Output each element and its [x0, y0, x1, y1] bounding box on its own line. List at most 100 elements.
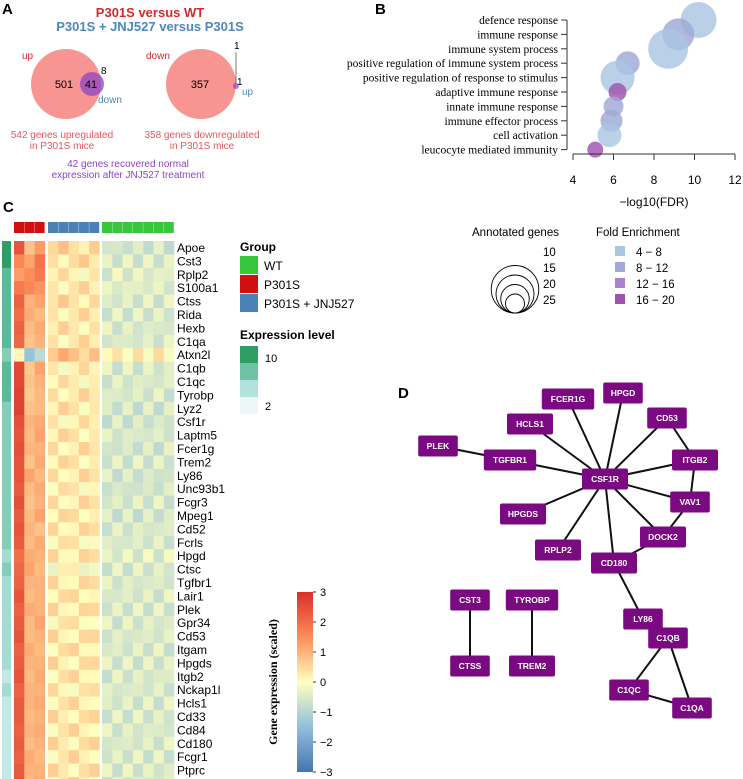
size-legend-label: 20: [543, 279, 556, 291]
expression-level-cell: [2, 656, 11, 671]
heatmap-cell: [132, 522, 144, 537]
heatmap-cell: [89, 576, 100, 590]
expression-level-cell: [2, 750, 11, 764]
heatmap-cell: [102, 763, 113, 778]
group-annotation-cell: [122, 222, 133, 233]
heatmap-cell: [34, 589, 46, 604]
heatmap-cell: [143, 321, 154, 336]
gene-label: Cst3: [177, 254, 202, 268]
network-node-box: [591, 552, 637, 574]
heatmap-cell: [58, 535, 69, 550]
colorbar-tick-label: 2: [320, 617, 326, 629]
heatmap-cell: [163, 777, 175, 779]
heatmap-cell: [58, 428, 69, 443]
network-node-fcer1g[interactable]: FCER1G: [541, 388, 595, 410]
heatmap-cell: [34, 562, 46, 577]
colorbar-title: Gene expression (scaled): [266, 619, 280, 745]
color-legend-swatch: [615, 262, 625, 272]
heatmap-cell: [48, 321, 59, 336]
network-node-plek[interactable]: PLEK: [418, 435, 458, 457]
heatmap-cell: [153, 549, 164, 563]
heatmap-cell: [102, 656, 113, 671]
heatmap-cell: [102, 535, 113, 550]
expression-level-cell: [2, 549, 11, 563]
heatmap-cell: [153, 777, 164, 779]
heatmap-cell: [89, 415, 100, 429]
heatmap-cell: [132, 267, 144, 282]
heatmap-cell: [89, 736, 100, 751]
expression-level-cell: [2, 308, 11, 322]
heatmap-cell: [68, 509, 80, 523]
network-node-label: CTSS: [459, 661, 482, 671]
heatmap-cell: [34, 348, 46, 362]
gene-heatmap: ApoeCst3Rplp2S100a1CtssRidaHexbC1qaAtxn2…: [2, 222, 355, 779]
heatmap-cell: [143, 361, 154, 376]
network-node-tgfbr1[interactable]: TGFBR1: [483, 449, 537, 471]
heatmap-cell: [122, 669, 134, 684]
network-node-box: [509, 655, 555, 677]
network-edge: [557, 478, 606, 551]
heatmap-cell: [34, 535, 46, 550]
heatmap-cell: [163, 468, 175, 483]
heatmap-cell: [122, 710, 134, 724]
network-node-hpgds[interactable]: HPGDS: [500, 503, 546, 525]
heatmap-cell: [58, 294, 69, 309]
heatmap-cell: [89, 468, 100, 483]
heatmap-cell: [122, 616, 134, 630]
network-node-label: LY86: [633, 614, 653, 624]
heatmap-cell: [24, 602, 35, 617]
heatmap-cell: [89, 294, 100, 309]
network-node-label: CD53: [656, 413, 678, 423]
heatmap-cell: [14, 589, 25, 604]
heatmap-cell: [14, 629, 25, 644]
heatmap-cell: [122, 535, 134, 550]
heatmap-cell: [112, 375, 123, 389]
network-node-itgb2[interactable]: ITGB2: [672, 449, 718, 471]
heatmap-cell: [102, 388, 113, 403]
heatmap-cell: [163, 750, 175, 764]
group-legend-swatch: [240, 275, 258, 293]
heatmap-cell: [34, 254, 46, 269]
go-enrichment-bubble-chart: defence response immune response immune sy…: [347, 2, 742, 314]
network-node-cd180[interactable]: CD180: [591, 552, 637, 574]
heatmap-cell: [163, 669, 175, 684]
heatmap-cell: [122, 428, 134, 443]
gene-label: Cd180: [177, 737, 213, 751]
heatmap-cell: [34, 710, 46, 724]
heatmap-cell: [163, 401, 175, 416]
network-node-c1qc[interactable]: C1QC: [609, 679, 649, 701]
expression-level-cell: [2, 254, 11, 269]
color-legend-title: Fold Enrichment: [596, 227, 681, 239]
network-node-csf1r[interactable]: CSF1R: [582, 468, 628, 490]
heatmap-cell: [153, 455, 164, 470]
heatmap-cell: [34, 401, 46, 416]
heatmap-cell: [68, 375, 80, 389]
heatmap-cell: [153, 616, 164, 630]
x-tick-label: 4: [570, 173, 577, 187]
network-node-cd53[interactable]: CD53: [647, 407, 687, 429]
heatmap-cell: [132, 375, 144, 389]
network-node-hpgd[interactable]: HPGD: [603, 382, 643, 404]
network-node-tyrobp[interactable]: TYROBP: [505, 589, 559, 611]
network-node-cst3[interactable]: CST3: [450, 589, 490, 611]
heatmap-cell: [34, 629, 46, 644]
network-node-label: CD180: [601, 558, 628, 568]
network-node-c1qb[interactable]: C1QB: [648, 627, 688, 649]
heatmap-cell: [163, 267, 175, 282]
network-node-ctss[interactable]: CTSS: [450, 655, 490, 677]
network-node-hcls1[interactable]: HCLS1: [507, 413, 553, 435]
network-node-dock2[interactable]: DOCK2: [640, 526, 686, 548]
heatmap-cell: [78, 482, 90, 496]
network-node-box: [450, 589, 490, 611]
network-node-rplp2[interactable]: RPLP2: [535, 539, 581, 561]
network-node-c1qa[interactable]: C1QA: [672, 697, 712, 719]
network-node-ly86[interactable]: LY86: [623, 608, 663, 630]
network-node-vav1[interactable]: VAV1: [670, 491, 710, 513]
network-node-trem2[interactable]: TREM2: [509, 655, 555, 677]
gene-label: Trem2: [177, 455, 212, 469]
heatmap-cell: [112, 455, 123, 470]
heatmap-cell: [132, 602, 144, 617]
heatmap-cell: [14, 401, 25, 416]
heatmap-cell: [34, 321, 46, 336]
gene-label: Ctss: [177, 295, 201, 309]
